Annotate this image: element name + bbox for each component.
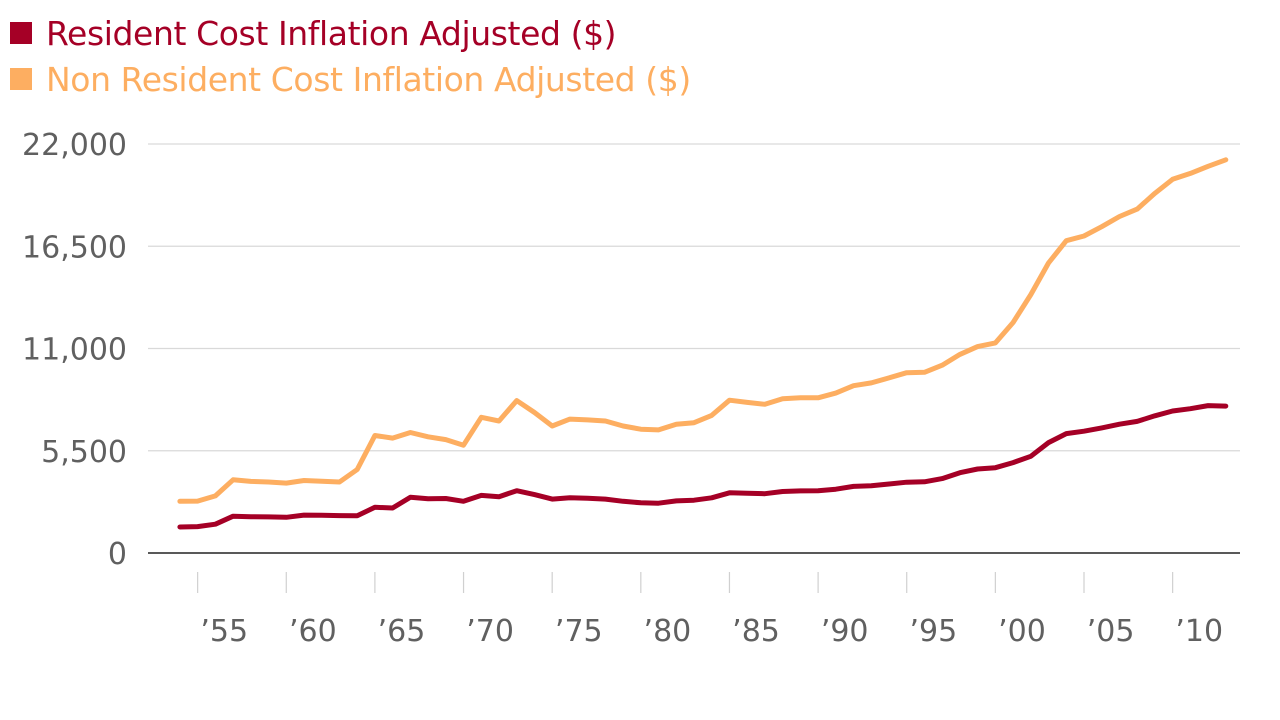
x-tick-label: ’00: [998, 614, 1046, 649]
x-axis: ’55 ’60 ’65 ’70 ’75 ’80 ’85 ’90 ’95 ’00 ’05 ’10: [197, 572, 1223, 649]
legend-label-resident: Resident Cost Inflation Adjusted ($): [46, 13, 617, 53]
legend-item-resident: Resident Cost Inflation Adjusted ($): [10, 10, 691, 56]
x-tick-label: ’10: [1175, 614, 1223, 649]
x-tick-label: ’60: [289, 614, 337, 649]
x-tick-label: ’05: [1087, 614, 1135, 649]
chart-legend: Resident Cost Inflation Adjusted ($) Non…: [10, 10, 691, 102]
series-line-non-resident: [177, 157, 1229, 504]
x-tick-label: ’90: [821, 614, 869, 649]
x-tick-label: ’85: [732, 614, 780, 649]
legend-swatch-non-resident: [10, 68, 32, 90]
x-tick-label: ’75: [555, 614, 603, 649]
legend-label-non-resident: Non Resident Cost Inflation Adjusted ($): [46, 59, 691, 99]
y-axis-labels: 0 5,500 11,000 16,500 22,000: [22, 128, 127, 572]
legend-swatch-resident: [10, 22, 32, 44]
legend-item-non-resident: Non Resident Cost Inflation Adjusted ($): [10, 56, 691, 102]
y-tick-label: 5,500: [41, 435, 127, 470]
x-tick-label: ’70: [466, 614, 514, 649]
y-tick-label: 22,000: [22, 128, 127, 163]
y-tick-label: 16,500: [22, 230, 127, 265]
series-lines: [177, 157, 1229, 530]
y-tick-label: 0: [108, 537, 127, 572]
x-tick-label: ’65: [378, 614, 426, 649]
x-tick-label: ’55: [200, 614, 248, 649]
x-tick-label: ’80: [644, 614, 692, 649]
series-line-resident: [177, 403, 1229, 530]
x-tick-label: ’95: [909, 614, 957, 649]
grid-lines: [148, 143, 1240, 554]
y-tick-label: 11,000: [22, 333, 127, 368]
